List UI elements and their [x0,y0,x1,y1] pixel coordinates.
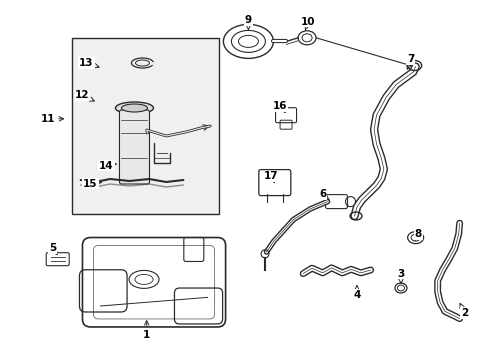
Bar [72,38,219,214]
Text: 2: 2 [459,303,467,318]
Text: 14: 14 [99,161,116,171]
Text: 1: 1 [143,321,150,340]
Text: 5: 5 [49,243,57,255]
Text: 10: 10 [300,17,315,30]
Text: 9: 9 [244,15,251,30]
Text: 13: 13 [79,58,99,68]
Text: 17: 17 [264,171,278,183]
FancyBboxPatch shape [119,110,149,184]
Text: 11: 11 [41,114,63,124]
Text: 4: 4 [352,285,360,300]
Text: 8: 8 [414,229,421,240]
Ellipse shape [115,102,153,114]
Text: 6: 6 [319,189,329,200]
Text: 12: 12 [75,90,94,101]
Text: 16: 16 [272,101,287,113]
Ellipse shape [121,104,147,112]
Text: 7: 7 [406,54,414,69]
Text: 3: 3 [397,269,404,283]
Text: 15: 15 [83,179,102,189]
